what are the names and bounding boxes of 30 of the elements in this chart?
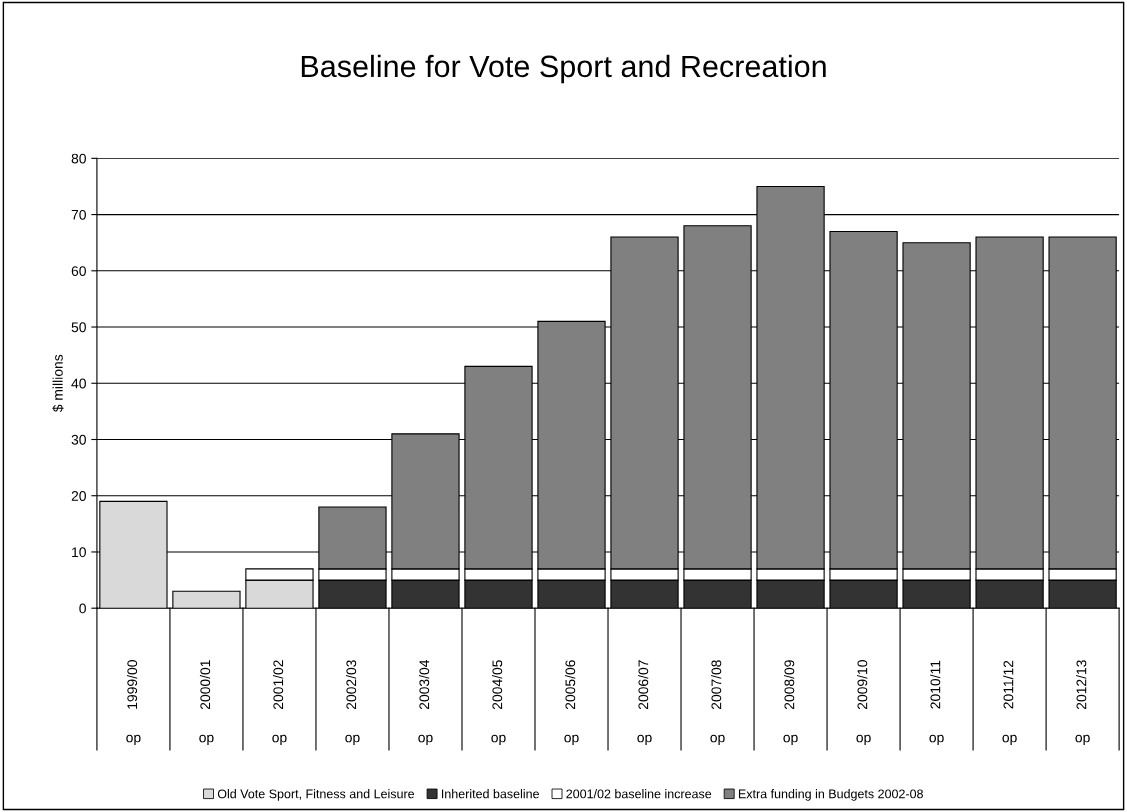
- category-label: 2000/01 op: [199, 660, 214, 746]
- category-label: 2010/11 op: [929, 660, 944, 746]
- category-label: 1999/00 op: [126, 660, 141, 746]
- category-label: 2006/07 op: [637, 660, 652, 746]
- y-tick-label: 40: [71, 378, 86, 389]
- category-label: 2005/06 op: [564, 660, 579, 746]
- chart-title: Baseline for Vote Sport and Recreation: [301, 54, 826, 84]
- y-axis-title: $ millions: [52, 354, 64, 413]
- y-tick-label: 10: [72, 547, 86, 558]
- category-label: 2012/13 op: [1075, 660, 1090, 746]
- legend-label: 2001/02 baseline increase: [566, 789, 712, 799]
- y-tick-label: 30: [71, 434, 86, 445]
- legend-label: Inherited baseline: [442, 789, 539, 799]
- category-label: 2004/05 op: [491, 660, 506, 746]
- y-tick-label: 0: [79, 603, 86, 614]
- y-tick-label: 70: [71, 209, 86, 220]
- legend-label: Extra funding in Budgets 2002-08: [738, 789, 923, 801]
- y-tick-label: 50: [71, 322, 86, 333]
- category-label: 2011/12 op: [1002, 660, 1017, 746]
- category-label: 2009/10 op: [856, 660, 871, 746]
- category-label: 2002/03 op: [345, 660, 360, 746]
- category-label: 2003/04 op: [418, 659, 433, 746]
- category-label: 2007/08 op: [710, 660, 725, 746]
- y-tick-label: 20: [71, 491, 86, 501]
- y-tick-label: 60: [71, 266, 86, 276]
- bar: [172, 590, 241, 609]
- category-label: 2001/02 op: [272, 660, 287, 746]
- category-label: 2008/09 op: [783, 660, 798, 746]
- y-tick-label: 80: [71, 153, 86, 164]
- legend-label: Old Vote Sport, Fitness and Leisure: [217, 789, 415, 801]
